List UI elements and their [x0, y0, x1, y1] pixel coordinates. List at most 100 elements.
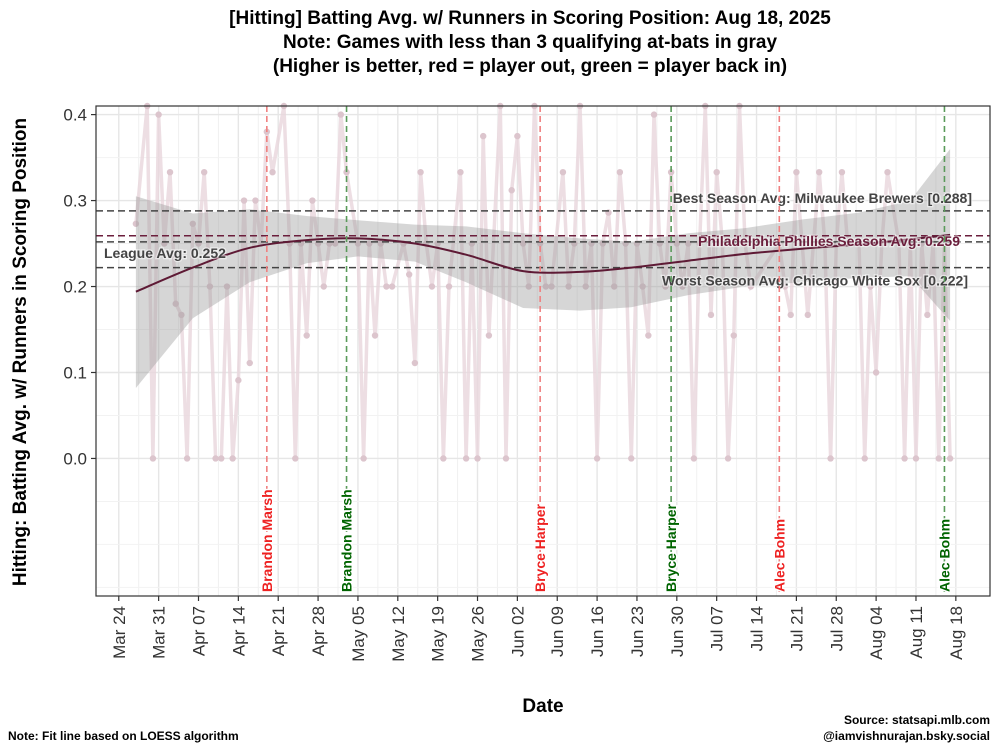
- game-point: [178, 311, 185, 319]
- game-point: [411, 359, 419, 367]
- game-point: [354, 240, 362, 247]
- game-point: [690, 455, 698, 462]
- game-point: [206, 283, 214, 290]
- game-point: [388, 283, 396, 290]
- loess-confidence-band: [135, 149, 951, 388]
- chart-title-line-1: [Hitting] Batting Avg. w/ Runners in Sco…: [229, 8, 831, 29]
- game-point: [679, 283, 686, 290]
- x-tick-label: Jul 28: [827, 606, 846, 651]
- x-tick-label: Jul 21: [787, 606, 806, 651]
- game-point: [366, 240, 373, 247]
- game-point: [417, 168, 424, 176]
- game-point: [383, 283, 390, 290]
- game-point: [269, 168, 276, 176]
- game-point: [292, 455, 299, 462]
- game-point: [884, 168, 891, 176]
- author-note: @iamvishnurajan.bsky.social: [823, 729, 990, 743]
- game-point: [235, 377, 242, 384]
- x-tick-label: May 19: [429, 606, 448, 662]
- chart-title-line-2: Note: Games with less than 3 qualifying …: [283, 32, 778, 53]
- game-point: [662, 283, 669, 290]
- game-point: [462, 455, 470, 462]
- x-tick-label: May 26: [469, 606, 488, 662]
- reference-label: Worst Season Avg: Chicago White Sox [0.2…: [662, 273, 968, 289]
- game-point: [445, 283, 453, 290]
- y-axis-title: Hitting: Batting Avg. w/ Runners in Scor…: [10, 118, 31, 586]
- loess-fit-line: [135, 233, 951, 293]
- game-point: [565, 283, 572, 290]
- game-point: [480, 132, 487, 140]
- game-point: [457, 168, 464, 176]
- game-point: [610, 283, 618, 290]
- event-label: Alec Bohm: [936, 519, 952, 592]
- game-point: [730, 332, 737, 339]
- game-point: [246, 359, 253, 367]
- game-point: [405, 271, 413, 278]
- game-point: [212, 455, 219, 462]
- game-point: [673, 240, 681, 247]
- x-tick-label: Jun 30: [668, 606, 687, 657]
- game-point: [867, 283, 874, 290]
- game-point: [200, 168, 208, 176]
- game-point: [793, 168, 800, 176]
- game-point: [924, 311, 931, 319]
- game-point: [166, 168, 174, 176]
- game-point: [838, 168, 846, 176]
- game-point: [639, 283, 646, 290]
- game-point: [724, 455, 732, 462]
- x-tick-label: Apr 21: [269, 606, 288, 656]
- game-point: [707, 311, 715, 319]
- game-point: [320, 283, 327, 290]
- game-point: [440, 455, 447, 462]
- game-point: [155, 111, 162, 118]
- game-point: [645, 332, 652, 339]
- event-label: Alec Bohm: [771, 519, 787, 592]
- source-note: Source: statsapi.mlb.com: [844, 713, 990, 727]
- game-point: [189, 220, 197, 227]
- game-point: [548, 283, 555, 290]
- game-point: [667, 168, 675, 176]
- game-point: [781, 283, 789, 290]
- x-tick-label: Aug 04: [867, 606, 886, 660]
- game-point: [804, 311, 811, 319]
- x-tick-label: Apr 07: [190, 606, 209, 656]
- game-point: [935, 455, 942, 462]
- event-label: Brandon Marsh: [259, 489, 275, 592]
- game-point: [474, 455, 481, 462]
- x-tick-label: Apr 28: [309, 606, 328, 656]
- game-point: [650, 111, 658, 118]
- x-tick-label: Mar 24: [110, 606, 129, 659]
- game-point: [229, 455, 236, 462]
- fit-note: Note: Fit line based on LOESS algorithm: [8, 729, 239, 743]
- chart-title-line-3: (Higher is better, red = player out, gre…: [273, 56, 787, 77]
- game-point: [787, 311, 794, 319]
- game-point: [525, 283, 532, 290]
- plot-area: Best Season Avg: Milwaukee Brewers [0.28…: [63, 102, 991, 662]
- reference-label: Best Season Avg: Milwaukee Brewers [0.28…: [673, 190, 972, 206]
- game-point: [502, 455, 510, 462]
- y-tick-label: 0.3: [63, 192, 87, 211]
- x-tick-label: Aug 18: [947, 606, 966, 660]
- game-point: [303, 332, 310, 339]
- event-label: Bryce Harper: [532, 504, 548, 592]
- y-tick-label: 0.2: [63, 278, 87, 297]
- game-point: [542, 283, 550, 290]
- game-point: [628, 455, 635, 462]
- game-point: [218, 455, 225, 462]
- x-axis-title: Date: [522, 696, 563, 717]
- game-point: [559, 168, 567, 176]
- game-point: [713, 168, 720, 176]
- x-tick-label: Mar 31: [150, 606, 169, 659]
- game-point: [132, 220, 140, 227]
- game-point: [872, 369, 880, 376]
- y-tick-label: 0.4: [63, 106, 87, 125]
- game-point: [514, 132, 521, 140]
- game-point: [337, 111, 345, 118]
- x-tick-label: Jun 09: [548, 606, 567, 657]
- y-tick-label: 0.1: [63, 363, 87, 382]
- game-point: [183, 455, 191, 462]
- x-tick-label: May 12: [389, 606, 408, 662]
- x-tick-label: May 05: [349, 606, 368, 662]
- y-tick-label: 0.0: [63, 449, 87, 468]
